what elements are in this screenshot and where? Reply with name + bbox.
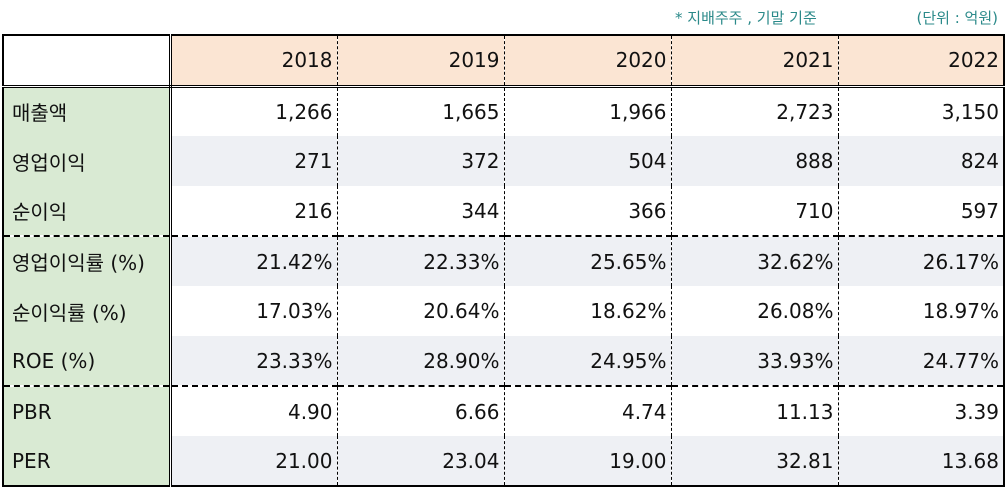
cell-value: 23.33% [170, 336, 338, 386]
table-row: 영업이익률 (%) 21.42% 22.33% 25.65% 32.62% 26… [2, 235, 1005, 286]
cell-value: 18.97% [838, 286, 1005, 336]
cell-value: 3.39 [838, 385, 1005, 436]
cell-value: 25.65% [504, 235, 672, 286]
year-header: 2020 [504, 34, 672, 88]
year-header: 2018 [170, 34, 338, 88]
cell-value: 33.93% [671, 336, 839, 386]
cell-value: 20.64% [337, 286, 505, 336]
year-header: 2019 [337, 34, 505, 88]
cell-value: 22.33% [337, 235, 505, 286]
cell-value: 26.17% [838, 235, 1005, 286]
cell-value: 18.62% [504, 286, 672, 336]
cell-value: 21.42% [170, 235, 338, 286]
row-label: 순이익률 (%) [2, 286, 172, 336]
cell-value: 2,723 [671, 86, 839, 136]
cell-value: 13.68 [838, 436, 1005, 487]
cell-value: 26.08% [671, 286, 839, 336]
cell-value: 888 [671, 136, 839, 186]
cell-value: 216 [170, 186, 338, 236]
table-row: ROE (%) 23.33% 28.90% 24.95% 33.93% 24.7… [2, 336, 1005, 386]
cell-value: 17.03% [170, 286, 338, 336]
table-row: PER 21.00 23.04 19.00 32.81 13.68 [2, 436, 1005, 487]
table-row: PBR 4.90 6.66 4.74 11.13 3.39 [2, 385, 1005, 436]
cell-value: 271 [170, 136, 338, 186]
cell-value: 32.81 [671, 436, 839, 487]
cell-value: 1,966 [504, 86, 672, 136]
unit-note: (단위 : 억원) [916, 9, 999, 27]
cell-value: 4.74 [504, 385, 672, 436]
cell-value: 19.00 [504, 436, 672, 487]
table-row: 매출액 1,266 1,665 1,966 2,723 3,150 [2, 86, 1005, 136]
cell-value: 3,150 [838, 86, 1005, 136]
row-label: 매출액 [2, 86, 172, 136]
row-label: 영업이익 [2, 136, 172, 186]
cell-value: 21.00 [170, 436, 338, 487]
cell-value: 710 [671, 186, 839, 236]
row-label: ROE (%) [2, 336, 172, 386]
cell-value: 6.66 [337, 385, 505, 436]
cell-value: 366 [504, 186, 672, 236]
cell-value: 597 [838, 186, 1005, 236]
table-row: 순이익률 (%) 17.03% 20.64% 18.62% 26.08% 18.… [2, 286, 1005, 336]
cell-value: 344 [337, 186, 505, 236]
table-row: 순이익 216 344 366 710 597 [2, 186, 1005, 236]
cell-value: 504 [504, 136, 672, 186]
header-row: 2018 2019 2020 2021 2022 [2, 34, 1005, 88]
corner-cell [2, 34, 172, 88]
basis-note: * 지배주주 , 기말 기준 [675, 9, 817, 27]
row-label: 순이익 [2, 186, 172, 236]
row-label: 영업이익률 (%) [2, 235, 172, 286]
cell-value: 372 [337, 136, 505, 186]
cell-value: 24.95% [504, 336, 672, 386]
table-row: 영업이익 271 372 504 888 824 [2, 136, 1005, 186]
year-header: 2021 [671, 34, 839, 88]
cell-value: 1,665 [337, 86, 505, 136]
financial-table: 2018 2019 2020 2021 2022 매출액 1,266 1,665… [2, 34, 1005, 487]
year-header: 2022 [838, 34, 1005, 88]
cell-value: 4.90 [170, 385, 338, 436]
cell-value: 32.62% [671, 235, 839, 286]
cell-value: 23.04 [337, 436, 505, 487]
cell-value: 824 [838, 136, 1005, 186]
cell-value: 28.90% [337, 336, 505, 386]
row-label: PBR [2, 385, 172, 436]
row-label: PER [2, 436, 172, 487]
cell-value: 24.77% [838, 336, 1005, 386]
cell-value: 11.13 [671, 385, 839, 436]
cell-value: 1,266 [170, 86, 338, 136]
